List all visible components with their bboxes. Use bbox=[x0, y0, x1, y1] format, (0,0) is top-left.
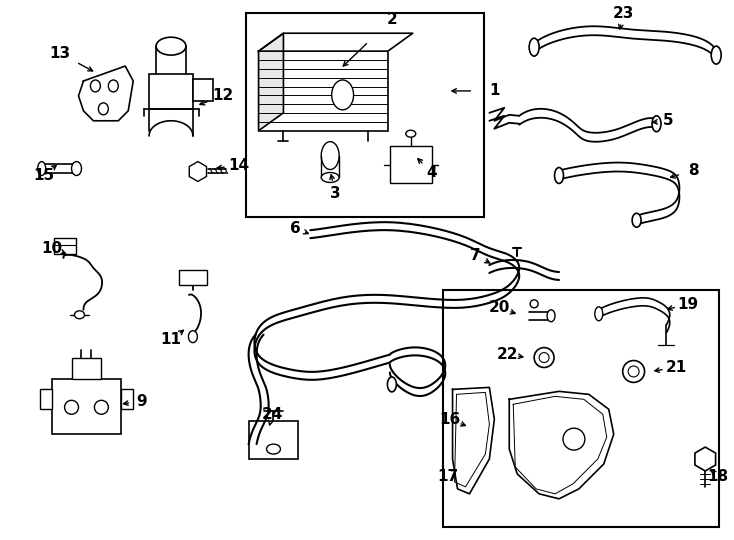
Ellipse shape bbox=[563, 428, 585, 450]
Text: 24: 24 bbox=[262, 407, 283, 422]
Ellipse shape bbox=[534, 348, 554, 368]
Ellipse shape bbox=[622, 361, 644, 382]
Ellipse shape bbox=[711, 46, 722, 64]
Ellipse shape bbox=[632, 213, 641, 227]
Ellipse shape bbox=[652, 116, 661, 132]
Ellipse shape bbox=[71, 161, 81, 176]
Polygon shape bbox=[453, 387, 494, 494]
Bar bbox=[40, 389, 51, 409]
Ellipse shape bbox=[547, 310, 555, 322]
Bar bbox=[179, 270, 207, 285]
Polygon shape bbox=[79, 66, 133, 121]
Ellipse shape bbox=[156, 37, 186, 55]
Ellipse shape bbox=[65, 400, 79, 414]
Text: 16: 16 bbox=[439, 411, 460, 427]
Ellipse shape bbox=[109, 80, 118, 92]
Text: 14: 14 bbox=[228, 158, 250, 173]
Text: 3: 3 bbox=[330, 186, 341, 201]
Bar bbox=[390, 146, 432, 184]
Bar bbox=[71, 357, 101, 380]
Polygon shape bbox=[258, 33, 413, 51]
Ellipse shape bbox=[554, 167, 564, 184]
Ellipse shape bbox=[529, 38, 539, 56]
Text: 9: 9 bbox=[136, 394, 147, 409]
Ellipse shape bbox=[189, 330, 197, 342]
Ellipse shape bbox=[90, 80, 101, 92]
Ellipse shape bbox=[75, 311, 84, 319]
Ellipse shape bbox=[530, 300, 538, 308]
Bar bbox=[121, 389, 133, 409]
Text: 22: 22 bbox=[496, 347, 518, 362]
Text: 15: 15 bbox=[33, 168, 54, 183]
Ellipse shape bbox=[95, 400, 109, 414]
Bar bbox=[246, 14, 484, 217]
Text: 12: 12 bbox=[212, 89, 233, 103]
Text: 5: 5 bbox=[663, 113, 674, 129]
Ellipse shape bbox=[332, 80, 354, 110]
Text: 13: 13 bbox=[49, 45, 70, 60]
Text: 4: 4 bbox=[426, 165, 437, 180]
Bar bbox=[149, 74, 193, 109]
Ellipse shape bbox=[321, 172, 339, 183]
Text: 23: 23 bbox=[613, 6, 634, 21]
Bar bbox=[258, 51, 388, 131]
Bar bbox=[249, 421, 298, 459]
Text: 20: 20 bbox=[489, 300, 510, 315]
Text: 2: 2 bbox=[387, 12, 397, 27]
Bar bbox=[193, 79, 213, 101]
Bar bbox=[443, 290, 719, 526]
Text: 8: 8 bbox=[688, 163, 699, 178]
Bar bbox=[54, 238, 76, 254]
Ellipse shape bbox=[539, 353, 549, 362]
Bar bbox=[51, 380, 121, 434]
Ellipse shape bbox=[321, 141, 339, 170]
Text: 21: 21 bbox=[666, 360, 687, 375]
Text: 1: 1 bbox=[489, 83, 500, 98]
Text: 10: 10 bbox=[41, 241, 62, 255]
Ellipse shape bbox=[406, 130, 415, 137]
Ellipse shape bbox=[388, 377, 396, 392]
Text: 6: 6 bbox=[290, 221, 301, 236]
Text: 19: 19 bbox=[677, 298, 699, 312]
Polygon shape bbox=[509, 392, 614, 499]
Ellipse shape bbox=[595, 307, 603, 321]
Polygon shape bbox=[258, 33, 283, 131]
Text: 18: 18 bbox=[708, 469, 729, 484]
Text: 11: 11 bbox=[161, 332, 181, 347]
Ellipse shape bbox=[628, 366, 639, 377]
Text: 7: 7 bbox=[470, 247, 481, 262]
Ellipse shape bbox=[266, 444, 280, 454]
Text: 17: 17 bbox=[437, 469, 458, 484]
Ellipse shape bbox=[98, 103, 109, 115]
Ellipse shape bbox=[37, 161, 46, 176]
